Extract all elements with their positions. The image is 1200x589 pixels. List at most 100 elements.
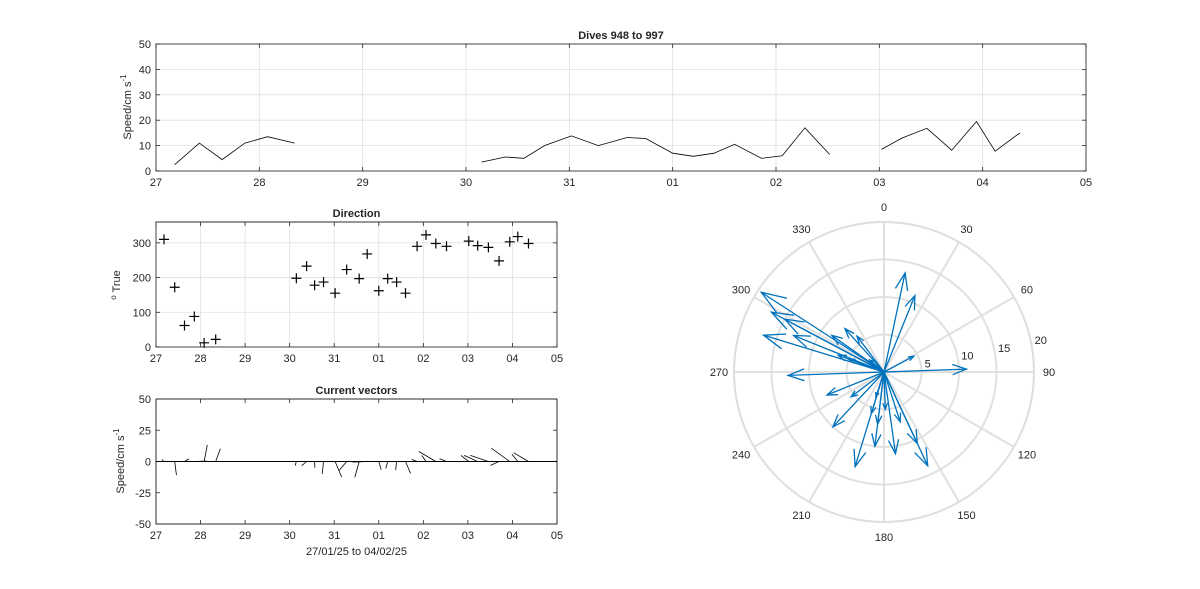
compass-arrowhead [825, 387, 839, 396]
x-tick-label: 28 [194, 353, 206, 365]
current-vector [334, 461, 343, 478]
y-axis-label-main: Speed/cm s [115, 435, 127, 494]
polar-spoke [883, 371, 1015, 448]
compass-arrowhead [914, 447, 929, 468]
compass-vector [826, 371, 885, 396]
compass-arrowhead [907, 355, 916, 362]
current-vector [294, 461, 297, 466]
current-vector [513, 452, 529, 462]
current-vector [460, 455, 470, 462]
y-tick-label: 100 [133, 307, 151, 319]
compass-arrowhead [871, 433, 882, 449]
y-axis-label: Speed/cm s-1 [112, 428, 127, 494]
current-vector [215, 448, 221, 462]
y-tick-label: 30 [139, 90, 151, 102]
compass-vector [870, 371, 885, 414]
compass-arrowhead [906, 429, 919, 446]
current-vector [411, 458, 418, 462]
x-tick-label: 29 [239, 353, 251, 365]
compass-vector [883, 272, 906, 373]
compass-arrowhead [843, 327, 855, 339]
compass-arrowhead [831, 414, 846, 429]
direction-marker [362, 248, 373, 259]
compass-vector [883, 371, 897, 454]
y-axis-label-main: Speed/cm s [122, 81, 134, 140]
axes-title: Direction [333, 208, 381, 220]
current-vector [439, 458, 447, 462]
x-tick-label: 03 [462, 353, 474, 365]
plot-area [155, 221, 558, 348]
speed-line [174, 136, 295, 166]
direction-marker [169, 282, 180, 293]
compass-vector [788, 371, 885, 376]
y-tick-label: 25 [139, 425, 151, 437]
current-vector [421, 455, 427, 462]
x-tick-label: 31 [328, 353, 340, 365]
polar-spoke [883, 371, 960, 503]
y-tick-label: 0 [145, 342, 151, 354]
compass-vector [883, 368, 967, 373]
polar-angle-label: 120 [1018, 450, 1036, 462]
current-vector [395, 461, 397, 471]
polar-spoke [883, 296, 1015, 373]
compass-vector [883, 371, 886, 410]
current-vector [418, 451, 437, 462]
direction-marker [373, 285, 384, 296]
y-tick-label: 50 [139, 394, 151, 406]
y-axis-label-sup: -1 [119, 74, 128, 82]
direction-marker [382, 273, 393, 284]
x-axis-label: 27/01/25 to 04/02/25 [306, 546, 407, 558]
direction-marker [354, 273, 365, 284]
current-vector [463, 455, 478, 462]
y-tick-label: 0 [145, 166, 151, 178]
current-vector [301, 461, 307, 466]
speed-timeseries-axes: 27 28 29 30 31 01 02 03 04 05 0 10 20 30 40 50 Dives 948… [119, 30, 1092, 189]
current-vector [405, 461, 411, 474]
x-tick-label: 29 [357, 177, 369, 189]
compass-vector [850, 371, 885, 398]
compass-vector [763, 334, 885, 373]
x-tick-label: 05 [551, 353, 563, 365]
direction-marker [504, 236, 515, 247]
polar-angle-label: 90 [1043, 367, 1055, 379]
polar-angle-label: 0 [881, 202, 887, 214]
x-tick-label: 04 [506, 353, 518, 365]
compass-vector [856, 335, 885, 373]
compass-vector [883, 371, 918, 444]
direction-marker [391, 277, 402, 288]
current-vector [161, 459, 165, 462]
compass-vector [760, 291, 885, 373]
y-tick-label: -50 [135, 519, 151, 531]
current-vector [470, 454, 489, 462]
polar-spoke [753, 296, 885, 373]
x-tick-label: 01 [373, 530, 385, 542]
direction-marker [483, 242, 494, 253]
polar-radius-label: 15 [998, 343, 1010, 355]
polar-radius-label: 10 [961, 351, 973, 363]
polar-spoke [883, 241, 960, 373]
direction-marker [512, 231, 523, 242]
direction-marker [291, 273, 302, 284]
x-tick-label: 02 [417, 530, 429, 542]
y-tick-label: 20 [139, 115, 151, 127]
compass-vector [883, 371, 901, 423]
direction-marker [523, 238, 534, 249]
y-tick-label: 0 [145, 457, 151, 469]
x-tick-label: 28 [253, 177, 265, 189]
direction-scatter-axes: 27 28 29 30 31 01 02 03 04 05 0 100 200 300 Direction o… [109, 208, 563, 365]
direction-marker [179, 320, 190, 331]
polar-radius-label: 5 [925, 358, 931, 370]
y-axis-label-main: True [111, 270, 123, 295]
y-tick-label: 200 [133, 273, 151, 285]
axes-title: Dives 948 to 997 [578, 30, 664, 42]
y-tick-label: 50 [139, 39, 151, 51]
x-tick-label: 01 [373, 353, 385, 365]
direction-marker [441, 241, 452, 252]
current-vector [491, 447, 511, 462]
speed-line [881, 120, 1021, 152]
compass-vector [883, 355, 915, 373]
compass-arrowhead [853, 448, 867, 469]
current-vector [490, 461, 500, 466]
current-vector [385, 461, 389, 469]
x-tick-label: 03 [873, 177, 885, 189]
